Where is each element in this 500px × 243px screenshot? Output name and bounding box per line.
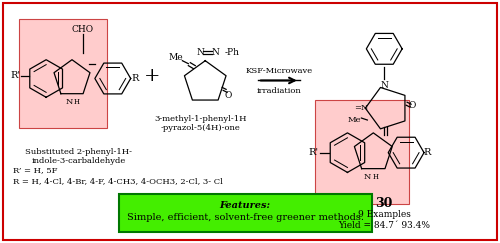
Text: Me: Me: [348, 116, 361, 124]
Bar: [20, 19, 107, 128]
Text: R': R': [10, 71, 20, 80]
Text: R': R': [308, 148, 318, 157]
Text: Simple, efficient, solvent-free greener methods.: Simple, efficient, solvent-free greener …: [126, 213, 364, 222]
Text: +: +: [144, 67, 161, 85]
Text: KSF-Microwave: KSF-Microwave: [246, 67, 312, 75]
Text: -Ph: -Ph: [224, 48, 239, 57]
Text: Yield = 84.7ˊ 93.4%: Yield = 84.7ˊ 93.4%: [338, 221, 430, 230]
Text: irradiation: irradiation: [256, 87, 301, 95]
Text: N: N: [196, 48, 204, 57]
Text: CHO: CHO: [72, 25, 94, 34]
Text: N: N: [212, 48, 219, 57]
Text: R’ = H, 5F: R’ = H, 5F: [14, 166, 58, 174]
Text: N: N: [66, 98, 72, 106]
Text: Substituted 2-phenyl-1H-
indole-3-carbaldehyde: Substituted 2-phenyl-1H- indole-3-carbal…: [26, 148, 132, 165]
Text: O: O: [224, 91, 232, 100]
Text: R = H, 4-Cl, 4-Br, 4-F, 4-CH3, 4-OCH3, 2-Cl, 3- Cl: R = H, 4-Cl, 4-Br, 4-F, 4-CH3, 4-OCH3, 2…: [14, 177, 223, 185]
Text: H: H: [372, 173, 378, 181]
Bar: [118, 194, 372, 232]
Text: 3-methyl-1-phenyl-1H
-pyrazol-5(4H)-one: 3-methyl-1-phenyl-1H -pyrazol-5(4H)-one: [154, 115, 246, 132]
Bar: [314, 100, 409, 204]
Text: O: O: [408, 101, 416, 110]
Text: H: H: [74, 98, 80, 106]
Text: N: N: [380, 81, 388, 90]
Text: =N: =N: [354, 104, 368, 112]
Text: N: N: [364, 173, 371, 181]
Text: R: R: [131, 74, 138, 83]
Text: Me: Me: [168, 53, 182, 62]
Text: 9 Examples: 9 Examples: [358, 210, 410, 219]
Text: 30: 30: [376, 197, 393, 210]
Text: Features:: Features:: [220, 201, 270, 210]
Text: R: R: [424, 148, 430, 157]
